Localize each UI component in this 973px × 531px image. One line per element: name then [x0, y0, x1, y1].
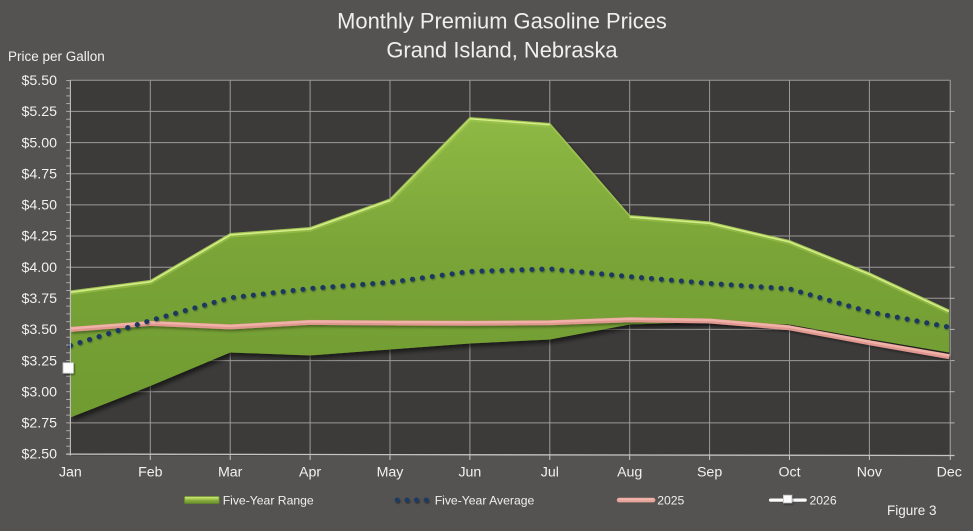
svg-text:Aug: Aug: [617, 465, 642, 481]
svg-text:Oct: Oct: [778, 465, 800, 481]
svg-text:Jul: Jul: [541, 465, 559, 481]
svg-text:$2.50: $2.50: [21, 447, 57, 463]
svg-text:$4.00: $4.00: [21, 260, 57, 276]
svg-text:Jun: Jun: [458, 465, 481, 481]
svg-text:Five-Year Range: Five-Year Range: [223, 493, 314, 507]
svg-text:$5.50: $5.50: [21, 73, 57, 89]
svg-text:$2.75: $2.75: [21, 416, 57, 432]
svg-text:Five-Year Average: Five-Year Average: [435, 493, 535, 507]
svg-text:$3.25: $3.25: [21, 353, 57, 369]
svg-text:May: May: [377, 465, 405, 481]
svg-text:Nov: Nov: [857, 465, 883, 481]
svg-text:Sep: Sep: [697, 465, 722, 481]
svg-text:$4.75: $4.75: [21, 166, 57, 182]
svg-text:$3.00: $3.00: [21, 384, 57, 400]
svg-text:$5.00: $5.00: [21, 135, 57, 151]
svg-text:Monthly Premium Gasoline Price: Monthly Premium Gasoline Prices: [337, 8, 667, 33]
svg-text:$3.75: $3.75: [21, 291, 57, 307]
svg-text:Jan: Jan: [59, 465, 82, 481]
svg-text:Price per Gallon: Price per Gallon: [8, 49, 105, 64]
svg-text:Feb: Feb: [138, 465, 163, 481]
svg-text:$4.25: $4.25: [21, 229, 57, 245]
svg-text:$3.50: $3.50: [21, 322, 57, 338]
svg-text:Figure 3: Figure 3: [887, 503, 937, 518]
svg-text:2025: 2025: [657, 493, 684, 507]
svg-text:$5.25: $5.25: [21, 104, 57, 120]
svg-text:Apr: Apr: [299, 465, 321, 481]
svg-text:2026: 2026: [810, 493, 837, 507]
svg-text:Grand Island, Nebraska: Grand Island, Nebraska: [386, 38, 618, 63]
svg-text:Dec: Dec: [937, 465, 962, 481]
svg-text:Mar: Mar: [218, 465, 243, 481]
svg-text:$4.50: $4.50: [21, 198, 57, 214]
